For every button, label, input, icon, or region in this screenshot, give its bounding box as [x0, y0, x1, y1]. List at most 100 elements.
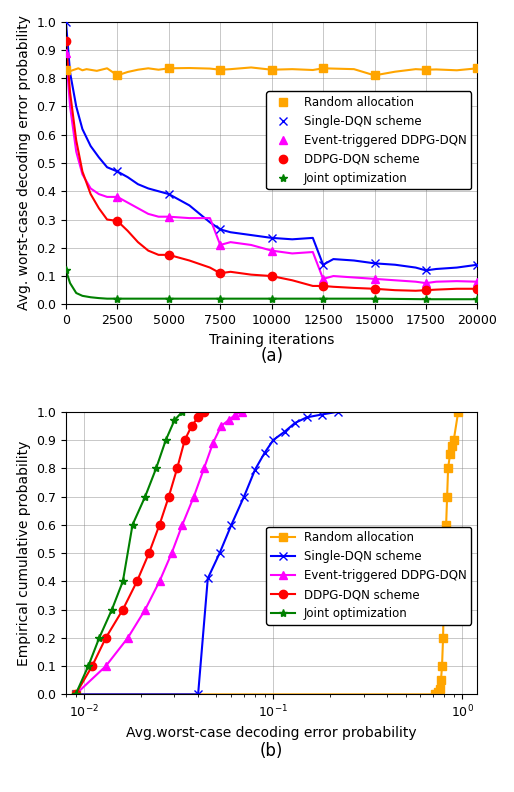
- Single-DQN scheme: [228, 520, 234, 530]
- Event-triggered DDPG-DQN: [63, 48, 69, 58]
- Random allocation: [320, 63, 326, 73]
- Event-triggered DDPG-DQN: [114, 192, 120, 202]
- Single-DQN scheme: [72, 690, 79, 699]
- Random allocation: [439, 661, 445, 671]
- Line: Single-DQN scheme: Single-DQN scheme: [62, 17, 482, 275]
- Joint optimization: [320, 294, 326, 303]
- Event-triggered DDPG-DQN: [210, 438, 216, 447]
- Random allocation: [438, 676, 444, 685]
- DDPG-DQN scheme: [372, 284, 378, 294]
- Single-DQN scheme: [292, 418, 298, 428]
- Event-triggered DDPG-DQN: [125, 633, 131, 642]
- Legend: Random allocation, Single-DQN scheme, Event-triggered DDPG-DQN, DDPG-DQN scheme,: Random allocation, Single-DQN scheme, Ev…: [266, 527, 471, 625]
- DDPG-DQN scheme: [181, 436, 188, 445]
- Line: DDPG-DQN scheme: DDPG-DQN scheme: [71, 408, 208, 699]
- Random allocation: [432, 690, 438, 699]
- Event-triggered DDPG-DQN: [232, 409, 238, 419]
- Random allocation: [269, 65, 275, 74]
- Event-triggered DDPG-DQN: [103, 661, 109, 671]
- Single-DQN scheme: [372, 258, 378, 268]
- Random allocation: [372, 70, 378, 80]
- Joint optimization: [85, 661, 91, 671]
- Single-DQN scheme: [252, 465, 258, 474]
- Single-DQN scheme: [423, 265, 429, 275]
- DDPG-DQN scheme: [134, 577, 140, 586]
- Legend: Random allocation, Single-DQN scheme, Event-triggered DDPG-DQN, DDPG-DQN scheme,: Random allocation, Single-DQN scheme, Ev…: [266, 91, 471, 189]
- Y-axis label: Avg. worst-case decoding error probability: Avg. worst-case decoding error probabili…: [16, 16, 31, 310]
- Joint optimization: [120, 577, 126, 586]
- Event-triggered DDPG-DQN: [423, 278, 429, 287]
- DDPG-DQN scheme: [72, 690, 79, 699]
- Random allocation: [435, 687, 441, 696]
- Random allocation: [474, 63, 481, 73]
- Single-DQN scheme: [474, 260, 481, 269]
- Single-DQN scheme: [114, 167, 120, 177]
- Joint optimization: [142, 492, 148, 501]
- X-axis label: Avg.worst-case decoding error probability: Avg.worst-case decoding error probabilit…: [126, 726, 417, 741]
- DDPG-DQN scheme: [423, 285, 429, 295]
- Joint optimization: [269, 294, 275, 303]
- Single-DQN scheme: [320, 260, 326, 269]
- Single-DQN scheme: [166, 189, 172, 199]
- DDPG-DQN scheme: [120, 605, 126, 615]
- Random allocation: [445, 463, 451, 473]
- Event-triggered DDPG-DQN: [169, 548, 175, 558]
- Line: Event-triggered DDPG-DQN: Event-triggered DDPG-DQN: [62, 48, 482, 287]
- Event-triggered DDPG-DQN: [372, 274, 378, 284]
- Line: Joint optimization: Joint optimization: [62, 266, 482, 303]
- Single-DQN scheme: [304, 413, 310, 422]
- Single-DQN scheme: [270, 436, 277, 445]
- Random allocation: [63, 65, 69, 74]
- DDPG-DQN scheme: [166, 492, 172, 501]
- Random allocation: [437, 684, 443, 694]
- Random allocation: [423, 65, 429, 74]
- X-axis label: Training iterations: Training iterations: [209, 333, 335, 347]
- Line: Random allocation: Random allocation: [71, 408, 463, 699]
- DDPG-DQN scheme: [320, 281, 326, 291]
- Single-DQN scheme: [282, 427, 288, 436]
- Line: Single-DQN scheme: Single-DQN scheme: [71, 408, 342, 699]
- Joint optimization: [179, 407, 186, 417]
- Joint optimization: [474, 295, 481, 304]
- Joint optimization: [109, 605, 115, 615]
- Event-triggered DDPG-DQN: [191, 492, 197, 501]
- Line: Event-triggered DDPG-DQN: Event-triggered DDPG-DQN: [71, 408, 246, 699]
- Event-triggered DDPG-DQN: [72, 690, 79, 699]
- Random allocation: [455, 407, 461, 417]
- DDPG-DQN scheme: [114, 216, 120, 226]
- Random allocation: [444, 492, 450, 501]
- Event-triggered DDPG-DQN: [226, 416, 232, 425]
- Single-DQN scheme: [241, 492, 247, 501]
- DDPG-DQN scheme: [63, 36, 69, 46]
- Single-DQN scheme: [269, 233, 275, 242]
- Event-triggered DDPG-DQN: [201, 463, 207, 473]
- Joint optimization: [130, 520, 136, 530]
- DDPG-DQN scheme: [189, 421, 195, 431]
- Event-triggered DDPG-DQN: [320, 274, 326, 284]
- Random allocation: [447, 449, 453, 459]
- Single-DQN scheme: [262, 448, 268, 458]
- DDPG-DQN scheme: [269, 272, 275, 281]
- Random allocation: [217, 65, 223, 74]
- Event-triggered DDPG-DQN: [217, 240, 223, 249]
- Event-triggered DDPG-DQN: [166, 212, 172, 222]
- Joint optimization: [163, 436, 169, 445]
- Single-DQN scheme: [217, 225, 223, 234]
- Random allocation: [451, 436, 457, 445]
- Random allocation: [166, 63, 172, 73]
- Joint optimization: [153, 463, 159, 473]
- Single-DQN scheme: [319, 409, 325, 419]
- Random allocation: [72, 690, 79, 699]
- Joint optimization: [63, 265, 69, 275]
- DDPG-DQN scheme: [201, 407, 207, 417]
- Event-triggered DDPG-DQN: [218, 421, 224, 431]
- Text: (b): (b): [260, 742, 283, 760]
- Event-triggered DDPG-DQN: [179, 520, 186, 530]
- Random allocation: [114, 70, 120, 80]
- Single-DQN scheme: [205, 573, 211, 583]
- DDPG-DQN scheme: [103, 633, 109, 642]
- Joint optimization: [72, 690, 79, 699]
- Random allocation: [440, 633, 446, 642]
- Single-DQN scheme: [63, 17, 69, 26]
- Joint optimization: [423, 295, 429, 304]
